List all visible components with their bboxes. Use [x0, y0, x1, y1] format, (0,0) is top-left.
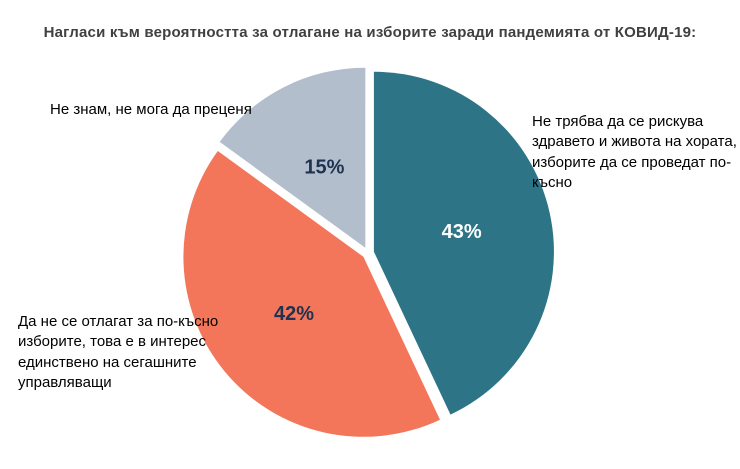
slice-label-dont-know: Не знам, не мога да преценя: [50, 101, 252, 118]
pie-slice-2: [219, 67, 366, 248]
pie-slice-1: [183, 151, 441, 437]
chart-title: Нагласи към вероятността за отлагане на …: [43, 24, 697, 41]
pie-slice-0: [373, 71, 554, 415]
pie-slice-2-percent: 15%: [304, 157, 344, 179]
slice-label-postpone: Не трябва да се рискува здравето и живот…: [532, 113, 737, 191]
pie-slice-1-percent: 42%: [274, 303, 314, 325]
pie-slice-0-percent: 43%: [442, 221, 482, 243]
slice-label-no-postpone: Да не се отлагат за по-късно изборите, т…: [18, 313, 219, 391]
